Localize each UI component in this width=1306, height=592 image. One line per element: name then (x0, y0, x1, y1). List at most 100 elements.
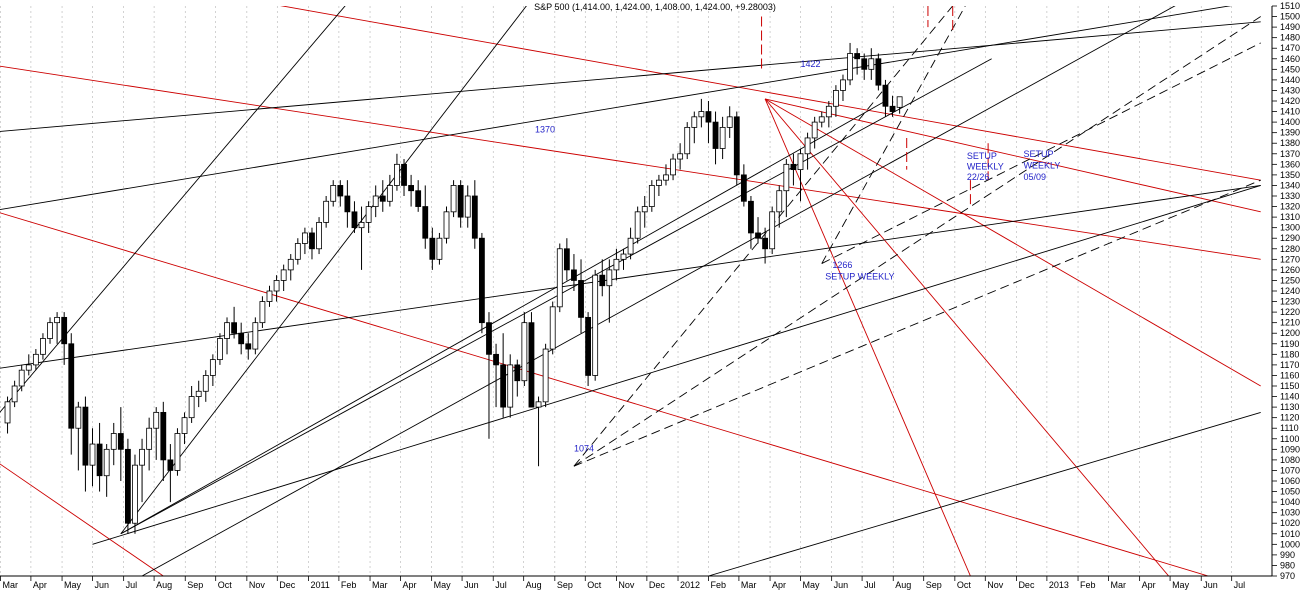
candle (54, 312, 60, 344)
candle (344, 180, 351, 228)
y-tick-label: 1350 (1280, 170, 1300, 180)
candle (386, 174, 393, 207)
candle (733, 111, 740, 186)
y-tick-label: 970 (1280, 571, 1295, 581)
x-tick-label: Oct (218, 580, 233, 590)
candle (571, 254, 577, 291)
candle (379, 180, 386, 212)
x-tick-label: Mar (2, 580, 18, 590)
y-tick-label: 1200 (1280, 328, 1300, 338)
x-tick-label: Feb (710, 580, 726, 590)
trendline (764, 98, 1170, 576)
candle (259, 296, 266, 328)
x-tick-label: Jul (864, 580, 876, 590)
y-tick-label: 1250 (1280, 275, 1300, 285)
candle (202, 370, 209, 402)
candle (231, 306, 238, 339)
x-tick-label: Aug (526, 580, 542, 590)
x-tick-label: Jun (95, 580, 110, 590)
candle (146, 417, 153, 471)
trendline (821, 6, 966, 264)
candle (443, 206, 450, 244)
candle (769, 206, 776, 255)
candle (719, 116, 726, 160)
x-tick-label: Dec (1018, 580, 1035, 590)
y-tick-label: 1180 (1280, 349, 1299, 359)
y-tick-label: 1080 (1280, 455, 1300, 465)
candle (103, 444, 110, 497)
x-tick-label: 2013 (1049, 580, 1069, 590)
trendline (573, 6, 954, 467)
trendline (573, 16, 1261, 467)
candle (195, 380, 202, 408)
candle (47, 317, 53, 344)
candle (875, 53, 882, 91)
y-tick-label: 1060 (1280, 476, 1300, 486)
candle (82, 396, 89, 492)
y-tick-label: 1210 (1280, 318, 1300, 328)
x-tick-label: Nov (249, 580, 266, 590)
y-tick-label: 1130 (1280, 402, 1299, 412)
annotation-label: SETUP (1024, 149, 1054, 159)
candle (450, 180, 457, 218)
candle (556, 243, 563, 313)
candle (797, 148, 804, 202)
y-tick-label: 1040 (1280, 497, 1300, 507)
annotation-label: 1370 (535, 125, 555, 135)
candle (663, 164, 669, 186)
trendline (120, 6, 527, 535)
candle (493, 343, 499, 408)
x-tick-label: Oct (957, 580, 972, 590)
y-tick-label: 1140 (1280, 392, 1299, 402)
candle (464, 185, 471, 228)
trendline (92, 185, 1261, 545)
y-tick-label: 1380 (1280, 138, 1300, 148)
x-axis: Mar Apr May Jun Jul Aug Sep Oct Nov Dec 2011 Feb Mar… (0, 575, 1272, 590)
y-tick-label: 1050 (1280, 487, 1300, 497)
candle (684, 122, 691, 160)
candle (811, 116, 818, 149)
candle (372, 185, 379, 218)
candle (705, 101, 712, 144)
x-tick-label: Aug (156, 580, 172, 590)
candle (592, 269, 599, 381)
x-tick-label: May (1172, 580, 1190, 590)
candle (301, 227, 308, 255)
y-tick-label: 1300 (1280, 223, 1300, 233)
x-tick-label: May (434, 580, 452, 590)
y-tick-label: 1310 (1280, 212, 1300, 222)
candle (209, 354, 216, 386)
candle (309, 227, 315, 260)
candle (252, 317, 259, 355)
annotation-label: 1422 (801, 59, 821, 69)
y-tick-label: 1360 (1280, 159, 1300, 169)
candle (691, 111, 698, 144)
trendline (573, 179, 1261, 467)
candle (316, 217, 322, 255)
candle (790, 153, 797, 186)
candle (762, 227, 768, 264)
y-tick-label: 1160 (1280, 370, 1299, 380)
y-tick-label: 1000 (1280, 539, 1300, 549)
y-tick-label: 1390 (1280, 128, 1300, 138)
y-tick-label: 990 (1280, 550, 1295, 560)
y-tick-label: 1320 (1280, 202, 1300, 212)
candle (514, 359, 521, 397)
candle (294, 238, 301, 265)
candle (422, 185, 429, 249)
y-tick-label: 1150 (1280, 381, 1299, 391)
candle (245, 333, 252, 360)
annotation-label: WEEKLY (1024, 161, 1061, 171)
candle (656, 174, 662, 196)
candle (712, 111, 719, 165)
candle (634, 206, 641, 244)
y-tick-label: 1410 (1280, 107, 1300, 117)
candle (110, 422, 117, 466)
y-tick-label: 1070 (1280, 465, 1300, 475)
y-tick-label: 1020 (1280, 518, 1300, 528)
candle (698, 98, 705, 128)
trendline (0, 184, 1261, 369)
